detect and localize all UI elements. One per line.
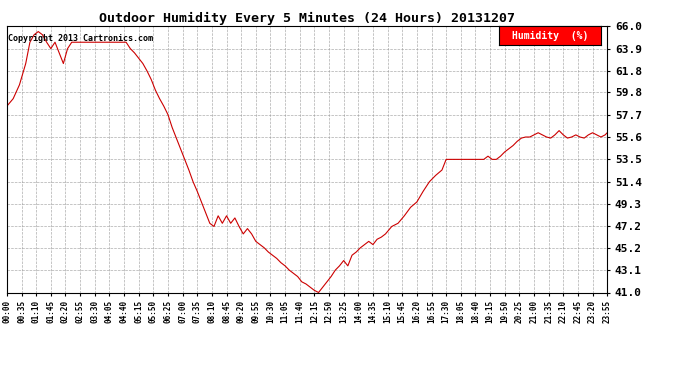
Title: Outdoor Humidity Every 5 Minutes (24 Hours) 20131207: Outdoor Humidity Every 5 Minutes (24 Hou… bbox=[99, 12, 515, 25]
Text: Copyright 2013 Cartronics.com: Copyright 2013 Cartronics.com bbox=[8, 34, 153, 43]
